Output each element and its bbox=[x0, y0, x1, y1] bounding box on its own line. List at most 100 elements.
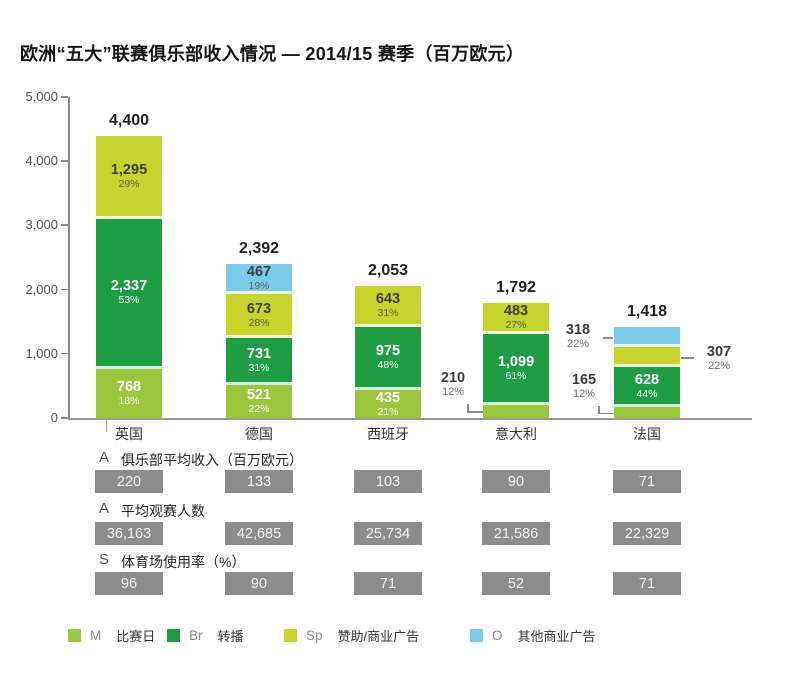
category-label: 法国 bbox=[633, 426, 661, 442]
callout-label: 210 12% bbox=[429, 370, 477, 403]
segment-pct-label: 19% bbox=[248, 279, 270, 292]
y-axis-tick bbox=[61, 417, 68, 419]
legend-label: 赞助/商业广告 bbox=[337, 628, 420, 644]
segment-pct-label: 22% bbox=[248, 403, 270, 416]
segment-pct-label: 48% bbox=[377, 359, 399, 372]
segment-matchday: 521 22% bbox=[226, 384, 292, 418]
segment-pct-label: 44% bbox=[636, 387, 658, 400]
y-axis-tick-label: 3,000 bbox=[25, 217, 58, 233]
stat-row-label: 俱乐部平均收入（百万欧元） bbox=[121, 452, 303, 468]
stat-value-box: 42,685 bbox=[225, 522, 293, 545]
x-axis-line bbox=[68, 418, 752, 420]
callout-pct: 12% bbox=[572, 388, 596, 401]
segment-value-label: 467 bbox=[246, 264, 272, 280]
y-axis-tick-label: 2,000 bbox=[25, 281, 58, 297]
segment-pct-label: 28% bbox=[248, 316, 270, 329]
legend-item: O 其他商业广告 bbox=[470, 627, 596, 644]
callout-label: 165 12% bbox=[560, 372, 608, 405]
y-axis-tick-label: 4,000 bbox=[25, 153, 58, 169]
legend-swatch-sponsorship bbox=[284, 628, 297, 642]
bar-total-label: 4,400 bbox=[108, 111, 150, 129]
segment-value-label: 483 bbox=[503, 302, 529, 319]
stat-value-box: 220 bbox=[95, 470, 163, 493]
callout-line bbox=[598, 406, 600, 414]
segment-pct-label: 31% bbox=[377, 307, 399, 320]
legend-abbr: O bbox=[492, 627, 503, 643]
segment-sponsorship: 483 27% bbox=[483, 302, 549, 334]
callout-pct: 12% bbox=[441, 385, 465, 398]
stat-value-box: 71 bbox=[354, 572, 422, 595]
segment-matchday bbox=[614, 407, 680, 418]
legend-abbr: Sp bbox=[306, 627, 323, 643]
callout-value: 165 bbox=[571, 372, 597, 389]
stat-value-box: 103 bbox=[354, 470, 422, 493]
legend-item: M 比赛日 bbox=[68, 627, 156, 644]
callout-line bbox=[681, 357, 694, 359]
stat-row-prefix: S bbox=[99, 551, 110, 568]
callout-value: 210 bbox=[440, 369, 466, 386]
chart-title: 欧洲“五大”联赛俱乐部收入情况 — 2014/15 赛季（百万欧元） bbox=[20, 44, 525, 64]
stat-value-box: 90 bbox=[225, 572, 293, 595]
segment-other bbox=[614, 326, 680, 348]
segment-value-label: 628 bbox=[634, 371, 660, 388]
segment-broadcast: 975 48% bbox=[355, 327, 421, 391]
category-tick bbox=[106, 420, 107, 432]
stat-value-box: 21,586 bbox=[482, 522, 550, 545]
stat-row-label: 体育场使用率（%） bbox=[121, 554, 246, 570]
stat-value-box: 96 bbox=[95, 572, 163, 595]
callout-value: 318 bbox=[565, 322, 591, 339]
callout-label: 307 22% bbox=[695, 344, 743, 373]
segment-pct-label: 29% bbox=[118, 177, 140, 190]
segment-value-label: 643 bbox=[375, 291, 401, 308]
y-axis-line bbox=[68, 97, 70, 418]
callout-line bbox=[598, 412, 614, 415]
legend-swatch-matchday bbox=[68, 628, 81, 642]
stat-value-box: 71 bbox=[613, 572, 681, 595]
stat-value-box: 71 bbox=[613, 470, 681, 493]
segment-sponsorship: 673 28% bbox=[226, 294, 292, 338]
callout-line bbox=[467, 403, 469, 413]
bar-total-label: 2,053 bbox=[367, 262, 409, 280]
stat-row-label: 平均观赛人数 bbox=[121, 503, 205, 519]
legend-label: 其他商业广告 bbox=[517, 628, 596, 644]
bar-total-label: 1,792 bbox=[495, 278, 537, 296]
segment-value-label: 2,337 bbox=[110, 278, 148, 295]
legend-abbr: M bbox=[90, 627, 102, 643]
legend-swatch-other bbox=[470, 628, 483, 642]
y-axis-tick bbox=[61, 224, 68, 226]
legend-label: 比赛日 bbox=[116, 628, 156, 644]
category-label: 英国 bbox=[115, 426, 143, 442]
legend-label: 转播 bbox=[217, 628, 244, 644]
stat-value-box: 90 bbox=[482, 470, 550, 493]
segment-broadcast: 628 44% bbox=[614, 367, 680, 408]
y-axis-tick bbox=[61, 96, 68, 98]
segment-value-label: 1,099 bbox=[497, 353, 535, 370]
segment-value-label: 1,295 bbox=[110, 161, 148, 178]
segment-pct-label: 61% bbox=[505, 369, 527, 382]
callout-pct: 22% bbox=[566, 338, 590, 351]
y-axis-tick bbox=[61, 352, 68, 355]
category-label: 西班牙 bbox=[367, 426, 409, 442]
category-label: 意大利 bbox=[495, 426, 537, 442]
segment-sponsorship: 643 31% bbox=[355, 286, 421, 328]
y-axis-tick bbox=[61, 160, 68, 162]
segment-value-label: 521 bbox=[246, 387, 272, 404]
bar-total-label: 1,418 bbox=[626, 302, 668, 320]
segment-broadcast: 731 31% bbox=[226, 337, 292, 385]
stat-value-box: 22,329 bbox=[613, 522, 681, 545]
y-axis-tick-label: 1,000 bbox=[25, 345, 58, 361]
segment-matchday: 768 18% bbox=[96, 368, 162, 418]
segment-value-label: 731 bbox=[246, 345, 272, 362]
callout-label: 318 22% bbox=[554, 322, 602, 351]
segment-pct-label: 21% bbox=[377, 406, 399, 418]
segment-pct-label: 18% bbox=[118, 395, 140, 408]
segment-other: 467 19% bbox=[226, 264, 292, 295]
category-label: 德国 bbox=[245, 426, 273, 442]
segment-sponsorship: 1,295 29% bbox=[96, 135, 162, 219]
legend-abbr: Br bbox=[189, 627, 203, 643]
bar-total-label: 2,392 bbox=[238, 240, 280, 258]
stat-value-box: 36,163 bbox=[95, 522, 163, 545]
callout-line bbox=[603, 337, 613, 339]
stat-row-prefix: A bbox=[99, 449, 110, 466]
